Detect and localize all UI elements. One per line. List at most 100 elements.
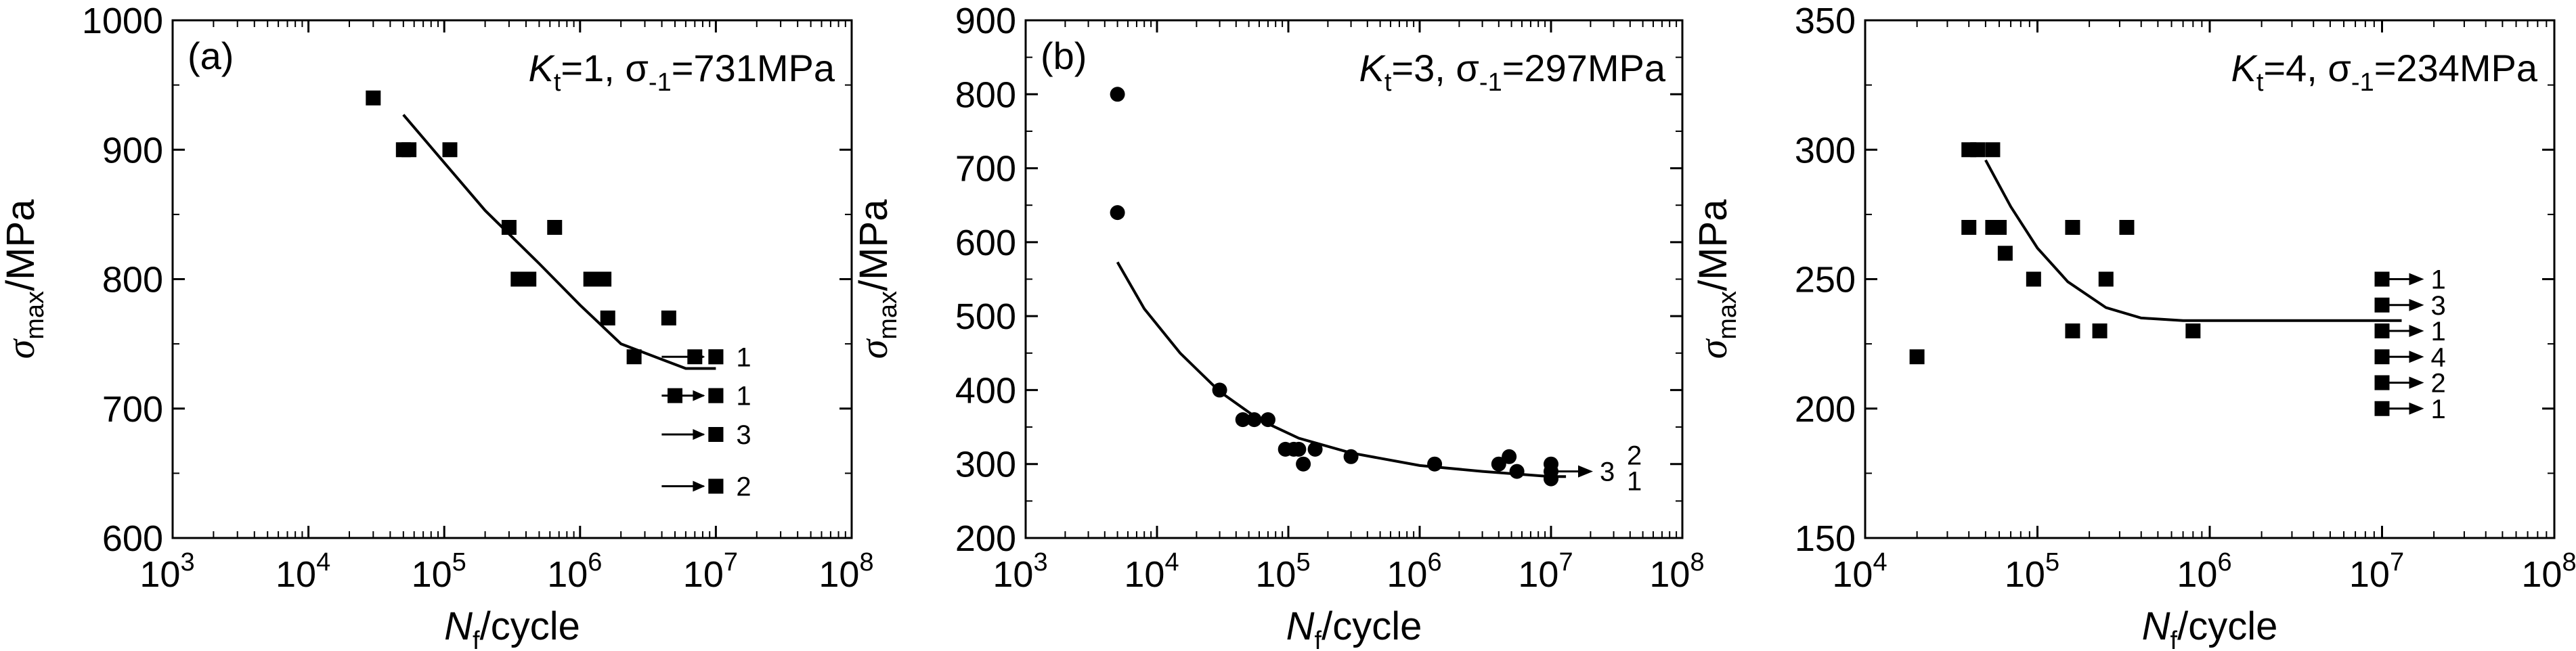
data-point <box>626 349 642 365</box>
runout-point <box>708 349 724 365</box>
y-tick-label: 800 <box>102 260 163 300</box>
data-point <box>2065 323 2080 338</box>
y-tick-label: 500 <box>955 296 1016 337</box>
data-point <box>1961 220 1977 235</box>
runout-point <box>2374 323 2390 338</box>
runout-arrowhead <box>693 351 705 363</box>
data-point <box>2098 271 2114 287</box>
runout-arrowhead <box>2409 325 2424 337</box>
data-point <box>1307 441 1323 457</box>
x-tick-label: 103 <box>992 548 1047 595</box>
data-point <box>2092 323 2108 338</box>
chart-panel-2: 103 104 105 106 107 108 200 300 400 500 600 700 800 9… <box>852 1 1705 651</box>
data-point <box>2065 220 2080 235</box>
y-tick-label: 200 <box>955 518 1016 559</box>
plot-frame <box>1864 19 2556 539</box>
runout-count-label: 1 <box>2431 317 2446 346</box>
x-tick-label: 103 <box>139 548 194 595</box>
y-tick-label: 700 <box>102 389 163 430</box>
x-tick-label: 108 <box>818 548 873 595</box>
data-point <box>1509 464 1525 479</box>
y-tick-label: 250 <box>1795 260 1856 300</box>
y-tick-label: 150 <box>1795 518 1856 559</box>
data-point <box>1235 412 1250 428</box>
runout-count-label: 3 <box>2431 291 2446 321</box>
panel-label: (b) <box>1041 35 1087 77</box>
y-axis-label: σmax/MPa <box>0 199 49 359</box>
y-tick-label: 900 <box>102 130 163 171</box>
runout-point <box>708 427 724 442</box>
panel-label: (a) <box>188 35 234 77</box>
runout-count-label: 1 <box>1627 467 1642 497</box>
data-point <box>401 142 417 158</box>
runout-arrowhead <box>1578 465 1593 478</box>
annotation-kt-sigma: Kt=3, σ-1=297MPa <box>1359 47 1665 97</box>
x-tick-label: 108 <box>1649 548 1704 595</box>
runout-point <box>2374 271 2390 287</box>
y-tick-label: 200 <box>1795 389 1856 430</box>
runout-arrowhead <box>693 480 705 492</box>
runout-point <box>2374 401 2390 416</box>
y-tick-label: 300 <box>1795 130 1856 171</box>
y-tick-label: 600 <box>102 518 163 559</box>
x-tick-label: 107 <box>683 548 738 595</box>
fitted-sn-curve <box>1984 159 2402 322</box>
data-point <box>1997 246 2013 261</box>
data-point <box>583 271 598 287</box>
data-point <box>600 310 615 326</box>
x-tick-label: 105 <box>2005 548 2059 595</box>
fitted-sn-curve <box>1116 261 1567 478</box>
data-point <box>2119 220 2135 235</box>
data-point <box>1110 87 1125 102</box>
y-tick-label: 700 <box>955 149 1016 189</box>
runout-count-label: 3 <box>736 420 751 450</box>
y-axis-label: σmax/MPa <box>1691 199 1742 359</box>
y-tick-label: 600 <box>955 223 1016 263</box>
data-point <box>1970 142 1986 158</box>
runout-point <box>708 388 724 403</box>
x-tick-label: 104 <box>1832 548 1887 595</box>
data-point <box>521 271 537 287</box>
chart-panel-3: 104 105 106 107 108 150 200 250 300 350 Nf/cycle σm… <box>1691 1 2576 651</box>
runout-arrowhead <box>693 390 705 401</box>
runout-count-label: 2 <box>1627 441 1642 471</box>
x-axis-label: Nf/cycle <box>444 604 580 651</box>
data-point <box>1992 220 2007 235</box>
data-point <box>1544 471 1558 487</box>
x-tick-label: 105 <box>412 548 466 595</box>
data-point <box>501 220 517 235</box>
data-point <box>1110 205 1125 221</box>
data-point <box>1502 449 1517 464</box>
x-axis-label: Nf/cycle <box>2142 604 2278 651</box>
data-point <box>1246 412 1262 428</box>
data-point <box>1260 412 1275 428</box>
runout-arrowhead <box>2409 351 2424 363</box>
data-point <box>2026 271 2041 287</box>
x-tick-label: 104 <box>276 548 330 595</box>
x-tick-label: 104 <box>1124 548 1179 595</box>
data-point <box>442 142 458 158</box>
runout-count-label: 2 <box>2431 369 2446 399</box>
chart-panel-1: 103 104 105 106 107 108 600 700 800 900 1000 Nf/cyc… <box>0 1 874 651</box>
y-axis-label: σmax/MPa <box>852 199 902 359</box>
runout-arrowhead <box>2409 273 2424 286</box>
x-tick-label: 106 <box>547 548 602 595</box>
data-point <box>1212 382 1227 398</box>
runout-count-label: 1 <box>2431 395 2446 424</box>
runout-arrowhead <box>2409 298 2424 311</box>
data-point <box>2185 323 2201 338</box>
runout-count-label: 4 <box>2431 342 2446 372</box>
x-tick-label: 107 <box>1518 548 1573 595</box>
runout-count-label: 1 <box>736 382 751 411</box>
annotation-kt-sigma: Kt=1, σ-1=731MPa <box>528 47 835 97</box>
runout-arrowhead <box>2409 376 2424 389</box>
data-point <box>547 220 563 235</box>
runout-point <box>2374 349 2390 365</box>
runout-count-label: 2 <box>736 472 751 502</box>
x-tick-label: 105 <box>1255 548 1310 595</box>
y-tick-label: 800 <box>955 74 1016 115</box>
runout-count-label: 1 <box>2431 265 2446 295</box>
runout-arrowhead <box>2409 402 2424 415</box>
data-point <box>1909 349 1925 365</box>
